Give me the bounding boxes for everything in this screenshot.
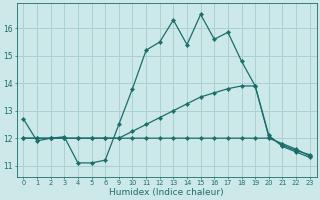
- X-axis label: Humidex (Indice chaleur): Humidex (Indice chaleur): [109, 188, 224, 197]
